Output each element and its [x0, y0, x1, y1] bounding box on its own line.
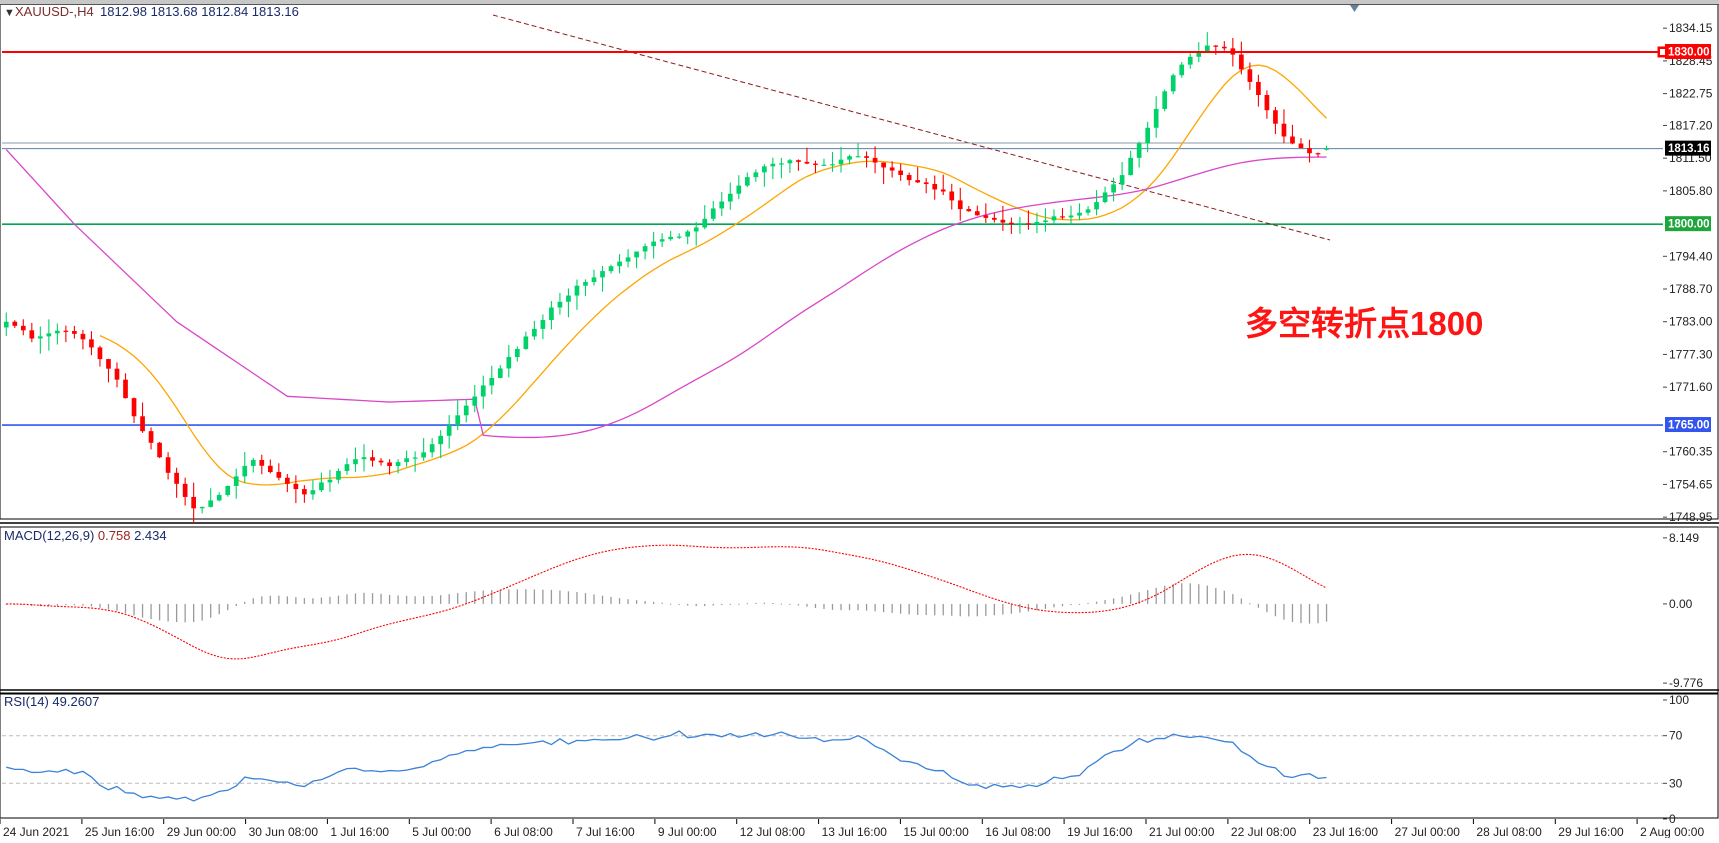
svg-text:1748.95: 1748.95 — [1669, 510, 1713, 524]
svg-text:29 Jul 16:00: 29 Jul 16:00 — [1558, 825, 1624, 838]
svg-text:1817.20: 1817.20 — [1669, 118, 1713, 132]
svg-text:1813.16: 1813.16 — [1668, 143, 1710, 155]
svg-text:19 Jul 16:00: 19 Jul 16:00 — [1067, 825, 1133, 838]
svg-text:30 Jun 08:00: 30 Jun 08:00 — [249, 825, 319, 838]
svg-text:23 Jul 16:00: 23 Jul 16:00 — [1313, 825, 1379, 838]
svg-text:1834.15: 1834.15 — [1669, 21, 1713, 35]
svg-text:28 Jul 08:00: 28 Jul 08:00 — [1476, 825, 1542, 838]
svg-text:21 Jul 00:00: 21 Jul 00:00 — [1149, 825, 1215, 838]
svg-text:24 Jun 2021: 24 Jun 2021 — [3, 825, 69, 838]
svg-text:1777.30: 1777.30 — [1669, 347, 1713, 361]
svg-text:15 Jul 00:00: 15 Jul 00:00 — [903, 825, 969, 838]
svg-text:1788.70: 1788.70 — [1669, 282, 1713, 296]
svg-text:MACD(12,26,9) 0.758 2.434: MACD(12,26,9) 0.758 2.434 — [4, 528, 167, 543]
svg-text:29 Jun 00:00: 29 Jun 00:00 — [167, 825, 237, 838]
svg-text:▼: ▼ — [4, 7, 15, 19]
svg-text:6 Jul 08:00: 6 Jul 08:00 — [494, 825, 553, 838]
svg-text:XAUUSD-,H4: XAUUSD-,H4 — [15, 4, 94, 19]
svg-text:RSI(14) 49.2607: RSI(14) 49.2607 — [4, 694, 99, 709]
svg-text:1783.00: 1783.00 — [1669, 315, 1713, 329]
svg-text:1765.00: 1765.00 — [1668, 420, 1710, 432]
svg-text:1800.00: 1800.00 — [1668, 219, 1710, 231]
svg-text:1754.65: 1754.65 — [1669, 477, 1713, 491]
svg-text:1 Jul 16:00: 1 Jul 16:00 — [330, 825, 389, 838]
svg-text:1794.40: 1794.40 — [1669, 249, 1713, 263]
svg-text:1771.60: 1771.60 — [1669, 380, 1713, 394]
svg-text:9 Jul 00:00: 9 Jul 00:00 — [658, 825, 717, 838]
svg-text:1805.80: 1805.80 — [1669, 184, 1713, 198]
svg-text:2 Aug 00:00: 2 Aug 00:00 — [1640, 825, 1704, 838]
svg-text:1822.75: 1822.75 — [1669, 87, 1713, 101]
svg-text:70: 70 — [1669, 729, 1683, 743]
svg-text:1812.98 1813.68 1812.84 1813.1: 1812.98 1813.68 1812.84 1813.16 — [100, 4, 299, 19]
svg-text:27 Jul 00:00: 27 Jul 00:00 — [1395, 825, 1461, 838]
svg-text:25 Jun 16:00: 25 Jun 16:00 — [85, 825, 155, 838]
svg-text:1760.35: 1760.35 — [1669, 445, 1713, 459]
svg-text:0.00: 0.00 — [1669, 597, 1693, 611]
svg-text:100: 100 — [1669, 693, 1689, 707]
svg-text:16 Jul 08:00: 16 Jul 08:00 — [985, 825, 1051, 838]
svg-text:7 Jul 16:00: 7 Jul 16:00 — [576, 825, 635, 838]
svg-text:12 Jul 08:00: 12 Jul 08:00 — [740, 825, 806, 838]
svg-text:多空转折点1800: 多空转折点1800 — [1245, 305, 1483, 342]
svg-text:30: 30 — [1669, 776, 1683, 790]
svg-text:5 Jul 00:00: 5 Jul 00:00 — [412, 825, 471, 838]
svg-text:0: 0 — [1669, 812, 1676, 826]
svg-text:8.149: 8.149 — [1669, 531, 1699, 545]
svg-text:13 Jul 16:00: 13 Jul 16:00 — [822, 825, 888, 838]
svg-text:-9.776: -9.776 — [1669, 676, 1703, 690]
svg-text:22 Jul 08:00: 22 Jul 08:00 — [1231, 825, 1297, 838]
svg-text:1830.00: 1830.00 — [1668, 46, 1710, 58]
